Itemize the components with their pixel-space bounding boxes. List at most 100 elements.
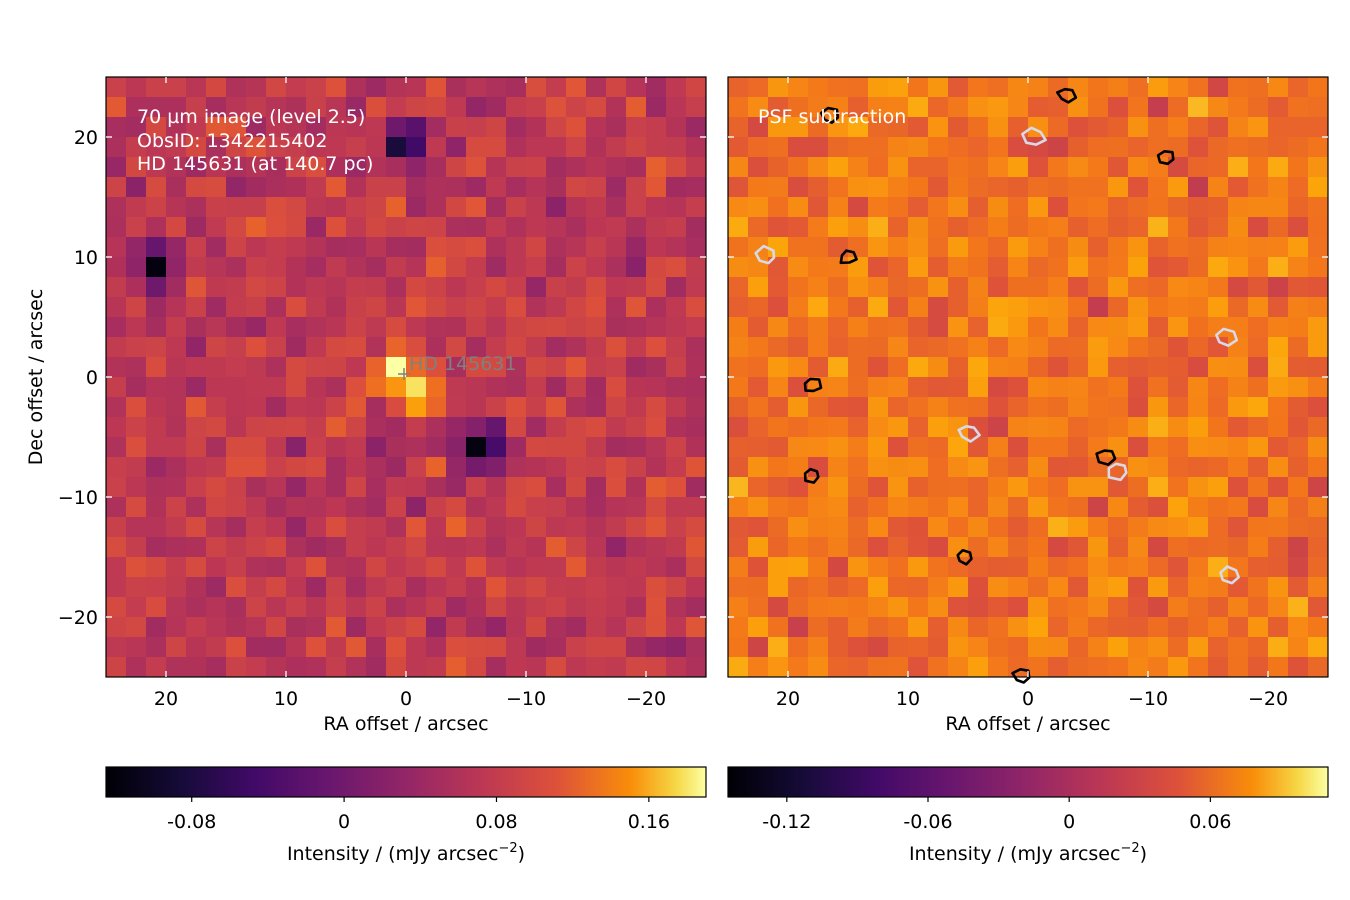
heatmap-cell — [1308, 197, 1329, 218]
heatmap-cell — [426, 377, 447, 398]
heatmap-cell — [546, 337, 567, 358]
heatmap-cell — [166, 657, 187, 678]
heatmap-cell — [1048, 177, 1069, 198]
heatmap-cell — [246, 297, 267, 318]
heatmap-cell — [728, 577, 749, 598]
heatmap-cell — [126, 537, 147, 558]
heatmap-cell — [366, 157, 387, 178]
heatmap-cell — [1068, 117, 1089, 138]
heatmap-cell — [988, 617, 1009, 638]
heatmap-cell — [526, 237, 547, 258]
heatmap-cell — [226, 517, 247, 538]
heatmap-cell — [828, 537, 849, 558]
heatmap-cell — [988, 377, 1009, 398]
heatmap-cell — [566, 157, 587, 178]
heatmap-cell — [788, 517, 809, 538]
heatmap-cell — [326, 537, 347, 558]
heatmap-cell — [186, 357, 207, 378]
heatmap-cell — [686, 77, 707, 98]
heatmap-cell — [206, 277, 227, 298]
heatmap-cell — [768, 217, 789, 238]
heatmap-cell — [446, 157, 467, 178]
heatmap-cell — [768, 357, 789, 378]
heatmap-cell — [1208, 557, 1229, 578]
heatmap-cell — [948, 457, 969, 478]
heatmap-cell — [546, 97, 567, 118]
heatmap-cell — [868, 517, 889, 538]
heatmap-cell — [808, 577, 829, 598]
heatmap-cell — [1048, 137, 1069, 158]
heatmap-cell — [1148, 437, 1169, 458]
heatmap-cell — [326, 257, 347, 278]
heatmap-cell — [666, 197, 687, 218]
heatmap-cell — [206, 97, 227, 118]
heatmap-cell — [1088, 117, 1109, 138]
heatmap-cell — [1168, 237, 1189, 258]
heatmap-cell — [506, 517, 527, 538]
heatmap-cell — [246, 517, 267, 538]
heatmap-cell — [728, 457, 749, 478]
heatmap-cell — [226, 417, 247, 438]
heatmap-cell — [386, 237, 407, 258]
heatmap-cell — [908, 657, 929, 678]
heatmap-cell — [666, 597, 687, 618]
heatmap-cell — [386, 537, 407, 558]
heatmap-cell — [506, 477, 527, 498]
heatmap-cell — [1048, 517, 1069, 538]
heatmap-cell — [566, 537, 587, 558]
heatmap-cell — [1308, 237, 1329, 258]
heatmap-cell — [1248, 637, 1269, 658]
heatmap-cell — [366, 437, 387, 458]
heatmap-cell — [968, 657, 989, 678]
heatmap-cell — [1188, 537, 1209, 558]
heatmap-cell — [226, 197, 247, 218]
heatmap-cell — [1108, 317, 1129, 338]
heatmap-cell — [1268, 417, 1289, 438]
heatmap-cell — [1008, 597, 1029, 618]
heatmap-cell — [406, 577, 427, 598]
heatmap-cell — [506, 637, 527, 658]
heatmap-cell — [346, 557, 367, 578]
heatmap-cell — [1028, 177, 1049, 198]
heatmap-cell — [968, 277, 989, 298]
heatmap-cell — [566, 357, 587, 378]
heatmap-cell — [646, 437, 667, 458]
heatmap-cell — [908, 317, 929, 338]
heatmap-cell — [286, 477, 307, 498]
heatmap-cell — [386, 157, 407, 178]
heatmap-cell — [1028, 497, 1049, 518]
heatmap-cell — [606, 137, 627, 158]
heatmap-cell — [226, 457, 247, 478]
heatmap-cell — [606, 217, 627, 238]
heatmap-cell — [186, 617, 207, 638]
heatmap-cell — [1008, 317, 1029, 338]
heatmap-cell — [446, 237, 467, 258]
x-tick-label: −10 — [1128, 688, 1168, 710]
heatmap-cell — [246, 217, 267, 238]
heatmap-cell — [366, 177, 387, 198]
heatmap-cell — [888, 197, 909, 218]
heatmap-cell — [186, 557, 207, 578]
heatmap-cell — [908, 297, 929, 318]
heatmap-cell — [908, 177, 929, 198]
heatmap-cell — [146, 337, 167, 358]
heatmap-cell — [1008, 257, 1029, 278]
heatmap-cell — [868, 577, 889, 598]
heatmap-cell — [126, 137, 147, 158]
heatmap-cell — [346, 497, 367, 518]
heatmap-cell — [808, 257, 829, 278]
heatmap-cell — [1268, 537, 1289, 558]
heatmap-cell — [908, 197, 929, 218]
heatmap-cell — [246, 397, 267, 418]
heatmap-cell — [606, 517, 627, 538]
heatmap-cell — [666, 237, 687, 258]
heatmap-cell — [666, 437, 687, 458]
heatmap-cell — [788, 237, 809, 258]
heatmap-cell — [868, 397, 889, 418]
heatmap-cell — [686, 297, 707, 318]
heatmap-cell — [666, 257, 687, 278]
heatmap-cell — [406, 597, 427, 618]
heatmap-cell — [828, 337, 849, 358]
heatmap-cell — [968, 457, 989, 478]
heatmap-cell — [506, 577, 527, 598]
